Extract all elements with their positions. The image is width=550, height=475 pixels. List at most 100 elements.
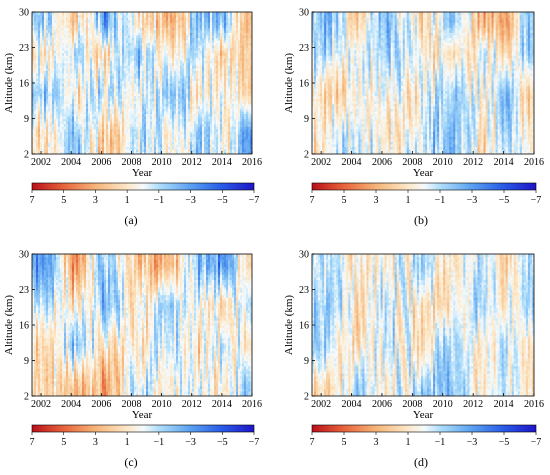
heatmap-cell bbox=[68, 17, 71, 21]
heatmap-cell bbox=[34, 67, 37, 71]
heatmap-cell bbox=[154, 62, 157, 66]
heatmap-cell bbox=[190, 24, 193, 28]
heatmap-cell bbox=[40, 93, 43, 97]
heatmap-cell bbox=[122, 77, 125, 82]
heatmap-cell bbox=[46, 19, 49, 23]
heatmap-cell bbox=[122, 103, 125, 107]
heatmap-cell bbox=[184, 57, 187, 61]
heatmap-cell bbox=[200, 131, 203, 135]
heatmap-cell bbox=[112, 113, 115, 117]
heatmap-cell bbox=[198, 123, 201, 127]
heatmap-cell bbox=[160, 29, 163, 33]
heatmap-cell bbox=[126, 44, 129, 49]
heatmap-cell bbox=[140, 138, 143, 142]
heatmap-cell bbox=[206, 90, 209, 94]
heatmap-cell bbox=[76, 80, 79, 84]
heatmap-cell bbox=[202, 88, 205, 92]
heatmap-cell bbox=[120, 47, 123, 51]
heatmap-cell bbox=[68, 131, 71, 135]
heatmap-cell bbox=[86, 24, 89, 28]
heatmap-cell bbox=[146, 133, 149, 137]
heatmap-cell bbox=[92, 95, 95, 99]
heatmap-cell bbox=[106, 95, 109, 99]
heatmap-cell bbox=[148, 121, 151, 125]
heatmap-cell bbox=[60, 113, 63, 117]
heatmap-cell bbox=[184, 50, 187, 54]
heatmap-cell bbox=[74, 75, 77, 79]
heatmap-cell bbox=[34, 83, 37, 87]
heatmap-cell bbox=[140, 148, 143, 153]
heatmap-cell bbox=[40, 60, 43, 64]
heatmap-cell bbox=[208, 57, 211, 61]
heatmap-cell bbox=[34, 110, 37, 115]
heatmap-cell bbox=[36, 103, 39, 107]
heatmap-cell bbox=[38, 32, 41, 36]
heatmap-cell bbox=[148, 151, 151, 154]
heatmap-cell bbox=[158, 29, 161, 33]
heatmap-cell bbox=[190, 70, 193, 74]
heatmap-cell bbox=[128, 65, 131, 69]
heatmap-cell bbox=[68, 32, 71, 36]
heatmap-cell bbox=[100, 126, 103, 130]
heatmap-cell bbox=[42, 52, 45, 56]
heatmap-cell bbox=[146, 118, 149, 122]
heatmap-cell bbox=[140, 34, 143, 38]
heatmap-cell bbox=[46, 70, 49, 74]
heatmap-cell bbox=[112, 12, 115, 16]
heatmap-cell bbox=[78, 77, 81, 82]
heatmap-cell bbox=[68, 151, 71, 154]
heatmap-cell bbox=[168, 83, 171, 87]
heatmap-cell bbox=[164, 47, 167, 51]
heatmap-cell bbox=[178, 12, 181, 16]
heatmap-cell bbox=[110, 83, 113, 87]
heatmap-cell bbox=[198, 62, 201, 66]
heatmap-cell bbox=[154, 44, 157, 49]
heatmap-cell bbox=[186, 123, 189, 127]
heatmap-cell bbox=[104, 146, 107, 150]
heatmap-cell bbox=[208, 98, 211, 102]
heatmap-cell bbox=[116, 39, 119, 44]
heatmap-cell bbox=[188, 151, 191, 154]
heatmap-cell bbox=[96, 118, 99, 122]
heatmap-cell bbox=[34, 141, 37, 145]
heatmap-cell bbox=[100, 88, 103, 92]
heatmap-cell bbox=[42, 42, 45, 46]
heatmap-cell bbox=[70, 65, 73, 69]
heatmap-cell bbox=[88, 12, 91, 16]
heatmap-cell bbox=[80, 67, 83, 71]
heatmap-cell bbox=[116, 85, 119, 89]
heatmap-cell bbox=[84, 29, 87, 33]
heatmap-cell bbox=[146, 138, 149, 142]
heatmap-cell bbox=[158, 65, 161, 69]
heatmap-cell bbox=[184, 113, 187, 117]
heatmap-cell bbox=[94, 151, 97, 154]
heatmap-cell bbox=[148, 98, 151, 102]
heatmap-cell bbox=[58, 50, 61, 54]
heatmap-cell bbox=[148, 110, 151, 115]
heatmap-cell bbox=[194, 34, 197, 38]
heatmap-cell bbox=[98, 27, 101, 31]
heatmap-cell bbox=[200, 14, 203, 18]
heatmap-cell bbox=[90, 108, 93, 112]
heatmap-cell bbox=[152, 55, 155, 59]
heatmap-cell bbox=[64, 103, 67, 107]
heatmap-cell bbox=[196, 131, 199, 135]
heatmap-cell bbox=[158, 105, 161, 109]
heatmap-cell bbox=[122, 62, 125, 66]
heatmap-cell bbox=[112, 133, 115, 137]
heatmap-cell bbox=[144, 32, 147, 36]
heatmap-cell bbox=[172, 121, 175, 125]
heatmap-cell bbox=[180, 88, 183, 92]
heatmap-cell bbox=[66, 118, 69, 122]
heatmap-cell bbox=[116, 19, 119, 23]
heatmap-cell bbox=[186, 37, 189, 41]
heatmap-cell bbox=[134, 126, 137, 130]
heatmap-cell bbox=[194, 39, 197, 44]
heatmap-cell bbox=[152, 57, 155, 61]
heatmap-cell bbox=[122, 24, 125, 28]
heatmap-cell bbox=[140, 14, 143, 18]
heatmap-cell bbox=[190, 22, 193, 26]
heatmap-cell bbox=[194, 88, 197, 92]
heatmap-cell bbox=[204, 44, 207, 49]
heatmap-cell bbox=[164, 146, 167, 150]
